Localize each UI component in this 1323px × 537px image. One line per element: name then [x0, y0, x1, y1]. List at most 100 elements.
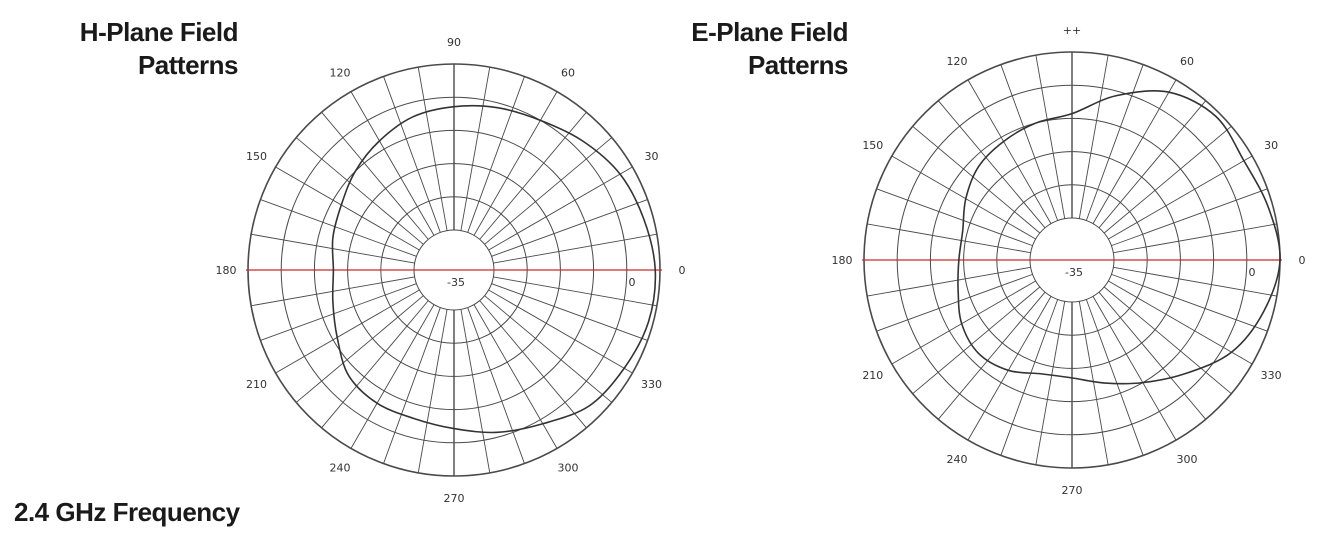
e-plane-grid-spoke	[891, 155, 1036, 240]
h-plane-grid-spoke	[275, 289, 420, 374]
h-plane-grid-spoke	[417, 309, 448, 473]
h-plane-grid-spoke	[484, 137, 613, 245]
e-plane-grid-spoke	[1098, 100, 1207, 229]
h-plane-angle-label-120: 120	[330, 67, 351, 80]
e-plane-grid-spoke	[1035, 301, 1066, 465]
e-plane-angle-label-210: 210	[862, 369, 883, 382]
e-plane-angle-label-180: 180	[832, 254, 853, 267]
h-plane-angle-label-240: 240	[330, 461, 351, 474]
e-plane-radius-label: -35	[1065, 266, 1083, 279]
e-plane-grid-spoke	[1108, 155, 1253, 240]
h-plane-grid-spoke	[321, 111, 429, 240]
e-plane-grid-spoke	[967, 79, 1052, 224]
h-plane-title-line-1: H-Plane Field	[79, 17, 239, 47]
h-plane-title-line-2: Patterns	[137, 50, 239, 80]
h-plane-angle-label-300: 300	[558, 461, 579, 474]
h-plane-grid-spoke	[493, 233, 657, 264]
h-plane-radius-label: 0	[629, 276, 636, 289]
h-plane-grid-spoke	[488, 166, 633, 251]
e-plane-grid-spoke	[1111, 273, 1268, 332]
h-plane-grid-spoke	[484, 295, 613, 403]
frequency-label: 2.4 GHz Frequency	[14, 497, 240, 527]
h-plane-angle-label-270: 270	[444, 492, 465, 505]
e-plane-title: E-Plane Field Patterns	[640, 16, 848, 82]
e-plane-grid-spoke	[1000, 299, 1059, 456]
e-plane-grid-spoke	[876, 188, 1033, 247]
e-plane-grid-spoke	[912, 125, 1041, 234]
e-plane-title-line-2: Patterns	[747, 50, 849, 80]
h-plane-grid-spoke	[417, 67, 448, 231]
e-plane-angle-label-330: 330	[1261, 369, 1282, 382]
e-plane-grid-spoke	[876, 273, 1033, 332]
e-plane-grid-spoke	[1111, 188, 1268, 247]
e-plane-grid-spoke	[1103, 286, 1232, 395]
h-plane-grid-spoke	[491, 283, 648, 341]
e-plane-grid-spoke	[1092, 296, 1177, 441]
h-plane-grid-spoke	[488, 289, 633, 374]
h-plane-angle-label-0: 0	[679, 264, 686, 277]
e-plane-angle-label-150: 150	[862, 139, 883, 152]
h-plane-angle-label-210: 210	[246, 378, 267, 391]
e-plane-angle-label-0: 0	[1299, 254, 1306, 267]
e-plane-angle-label-30: 30	[1264, 139, 1278, 152]
h-plane-grid-spoke	[260, 199, 417, 257]
e-plane-grid-spoke	[1085, 64, 1144, 221]
h-plane-angle-label-180: 180	[216, 264, 237, 277]
e-plane-grid-spoke	[1000, 64, 1059, 221]
e-plane-angle-label-270: 270	[1062, 484, 1083, 497]
e-plane-angle-label-60: 60	[1180, 55, 1194, 68]
e-plane-angle-label-120: 120	[947, 55, 968, 68]
h-plane-radius-label: -35	[447, 276, 465, 289]
h-plane-grid-spoke	[473, 91, 558, 236]
e-plane-grid-spoke	[1113, 266, 1277, 297]
h-plane-grid-spoke	[491, 199, 648, 257]
e-plane-angle-label-240: 240	[947, 453, 968, 466]
e-plane-angle-label-90: ++	[1063, 24, 1081, 37]
h-plane-pattern-trace-0	[331, 104, 657, 434]
h-plane-grid-spoke	[383, 76, 441, 233]
e-plane-polar-plot: 0 30 60 ++ 120 150 180 210 240 270 300 330 -35 0	[832, 24, 1306, 497]
e-plane-grid-spoke	[1078, 55, 1109, 219]
h-plane-grid-spoke	[275, 166, 420, 251]
h-plane-grid-spoke	[383, 307, 441, 464]
e-plane-grid-spoke	[912, 286, 1041, 395]
h-plane-grid-spoke	[467, 76, 525, 233]
h-plane-grid-spoke	[479, 300, 587, 429]
h-plane-grid-spoke	[460, 309, 491, 473]
e-plane-grid-spoke	[1035, 55, 1066, 219]
h-plane-angle-label-60: 60	[561, 67, 575, 80]
h-plane-grid-spoke	[260, 283, 417, 341]
e-plane-grid-spoke	[937, 291, 1046, 420]
h-plane-grid-spoke	[295, 137, 424, 245]
e-plane-grid-spoke	[867, 223, 1031, 254]
h-plane-angle-label-150: 150	[246, 150, 267, 163]
e-plane-grid-spoke	[1103, 125, 1232, 234]
e-plane-grid-spoke	[867, 266, 1031, 297]
h-plane-polar-plot: 0 30 60 90 120 150 180 210 240 270 300 330 -35 0	[216, 36, 686, 505]
h-plane-grid-spoke	[295, 295, 424, 403]
e-plane-grid-spoke	[967, 296, 1052, 441]
e-plane-grid-spoke	[1108, 280, 1253, 365]
h-plane-grid-spoke	[350, 91, 435, 236]
e-plane-grid-spoke	[891, 280, 1036, 365]
h-plane-grid-spoke	[493, 276, 657, 307]
h-plane-angle-label-90: 90	[447, 36, 461, 49]
e-plane-pattern-trace-0	[957, 89, 1281, 385]
e-plane-grid-spoke	[1098, 291, 1207, 420]
e-plane-grid-spoke	[1078, 301, 1109, 465]
h-plane-angle-label-330: 330	[641, 378, 662, 391]
e-plane-radius-label: 0	[1249, 266, 1256, 279]
h-plane-grid-spoke	[350, 304, 435, 449]
e-plane-grid-spoke	[1113, 223, 1277, 254]
e-plane-title-line-1: E-Plane Field	[691, 17, 848, 47]
h-plane-title: H-Plane Field Patterns	[30, 16, 239, 82]
h-plane-angle-label-30: 30	[644, 150, 658, 163]
e-plane-grid-spoke	[1092, 79, 1177, 224]
e-plane-grid-spoke	[1085, 299, 1144, 456]
h-plane-grid-spoke	[467, 307, 525, 464]
e-plane-angle-label-300: 300	[1177, 453, 1198, 466]
e-plane-grid-spoke	[937, 100, 1046, 229]
h-plane-grid-spoke	[479, 111, 587, 240]
h-plane-grid-spoke	[460, 67, 491, 231]
h-plane-grid-spoke	[321, 300, 429, 429]
